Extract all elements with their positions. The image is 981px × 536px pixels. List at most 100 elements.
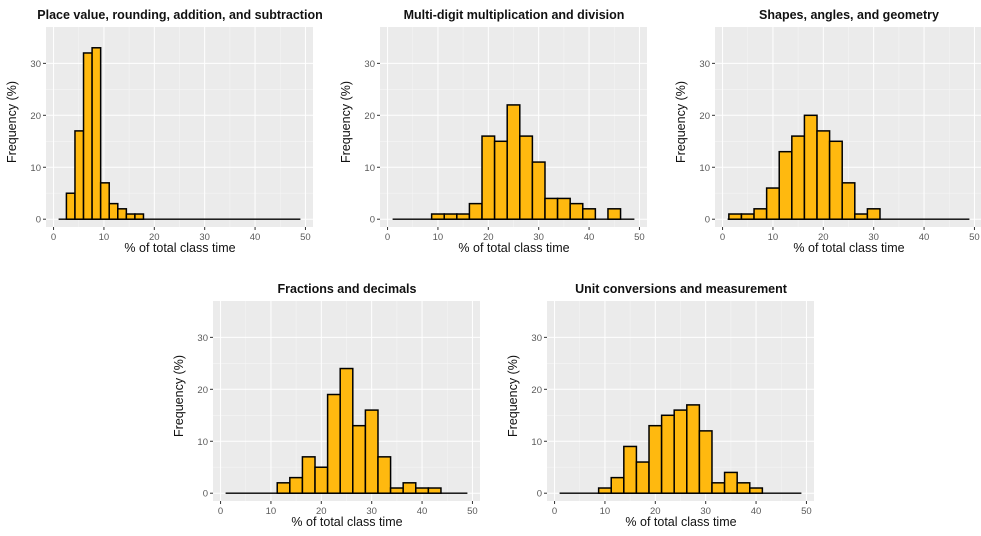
panel-title: Shapes, angles, and geometry (759, 8, 939, 22)
panel-place-value: Place value, rounding, addition, and sub… (0, 0, 323, 262)
histogram-bar (698, 430, 713, 494)
histogram-bar (339, 367, 354, 494)
histogram-bar (352, 424, 367, 494)
panel-title: Fractions and decimals (278, 282, 417, 296)
y-tick-label: 0 (203, 489, 208, 500)
panel-multiplication-division: Multi-digit multiplication and division … (334, 0, 654, 262)
x-tick-label: 20 (149, 232, 160, 243)
histogram-bar (314, 466, 329, 494)
y-tick-label: 20 (197, 385, 208, 396)
y-tick-label: 0 (705, 215, 710, 226)
panel-fractions-decimals: Fractions and decimals Frequency (%) % o… (167, 274, 487, 536)
histogram-bar (430, 213, 445, 220)
x-tick-label: 10 (99, 232, 110, 243)
histogram-bar (803, 114, 818, 220)
panel-title: Place value, rounding, addition, and sub… (37, 8, 322, 22)
histogram-bar (597, 487, 612, 494)
y-tick-label: 20 (30, 111, 41, 122)
histogram-bar (506, 104, 521, 220)
histogram-geometry: Shapes, angles, and geometry Frequency (… (674, 8, 981, 255)
x-tick-label: 20 (650, 506, 661, 517)
panel-unit-conversions: Unit conversions and measurement Frequen… (501, 274, 821, 536)
histogram-fractions-decimals: Fractions and decimals Frequency (%) % o… (172, 282, 480, 529)
histogram-bar (778, 150, 793, 220)
x-axis-label: % of total class time (625, 515, 736, 529)
histogram-bar (623, 445, 638, 494)
x-tick-label: 50 (969, 232, 980, 243)
histogram-bar (740, 213, 755, 220)
histogram-bar (377, 456, 392, 494)
histogram-bar (82, 52, 93, 220)
x-tick-label: 10 (266, 506, 277, 517)
histogram-bar (749, 487, 764, 494)
x-tick-label: 40 (250, 232, 261, 243)
histogram-bar (468, 202, 483, 220)
x-tick-label: 0 (720, 232, 725, 243)
histogram-bar (481, 135, 496, 220)
x-tick-label: 40 (417, 506, 428, 517)
histogram-bar (828, 140, 843, 220)
histogram-bar (531, 161, 546, 220)
histogram-bar (610, 476, 625, 494)
y-tick-label: 30 (30, 59, 41, 70)
y-tick-label: 30 (364, 59, 375, 70)
x-tick-label: 30 (366, 506, 377, 517)
y-axis-label: Frequency (%) (5, 81, 19, 163)
histogram-bar (134, 213, 145, 220)
y-tick-label: 0 (370, 215, 375, 226)
y-tick-label: 0 (36, 215, 41, 226)
histogram-bar (544, 197, 559, 220)
x-tick-label: 40 (919, 232, 930, 243)
histogram-bar (402, 482, 417, 494)
histogram-bar (289, 476, 304, 494)
histogram-bar (301, 456, 316, 494)
x-tick-label: 0 (218, 506, 223, 517)
y-axis-label: Frequency (%) (172, 355, 186, 437)
histogram-bar (673, 409, 688, 494)
histogram-bar (125, 213, 136, 220)
histogram-bar (728, 213, 743, 220)
histogram-bar (660, 414, 675, 494)
x-tick-label: 20 (818, 232, 829, 243)
y-axis-label: Frequency (%) (674, 81, 688, 163)
histogram-bar (276, 482, 291, 494)
x-tick-label: 50 (634, 232, 645, 243)
y-tick-label: 30 (531, 333, 542, 344)
histogram-bar (711, 482, 726, 494)
y-tick-label: 20 (364, 111, 375, 122)
x-axis-label: % of total class time (793, 241, 904, 255)
histogram-bar (389, 487, 404, 494)
x-tick-label: 30 (199, 232, 210, 243)
x-tick-label: 50 (300, 232, 311, 243)
x-tick-label: 40 (751, 506, 762, 517)
histogram-bar (99, 182, 110, 220)
histogram-bar (117, 208, 128, 220)
y-tick-label: 0 (537, 489, 542, 500)
histogram-bar (65, 192, 76, 220)
histogram-bar (443, 213, 458, 220)
histogram-unit-conversions: Unit conversions and measurement Frequen… (506, 282, 814, 529)
x-tick-label: 10 (433, 232, 444, 243)
y-tick-label: 30 (699, 59, 710, 70)
x-tick-label: 50 (801, 506, 812, 517)
histogram-bar (415, 487, 430, 494)
y-tick-label: 10 (699, 163, 710, 174)
histogram-bar (108, 202, 119, 220)
y-tick-label: 10 (30, 163, 41, 174)
histogram-bar (791, 135, 806, 220)
panel-title: Multi-digit multiplication and division (404, 8, 625, 22)
x-tick-label: 40 (584, 232, 595, 243)
histogram-bar (493, 140, 508, 220)
x-tick-label: 0 (385, 232, 390, 243)
y-axis-label: Frequency (%) (506, 355, 520, 437)
x-tick-label: 20 (483, 232, 494, 243)
histogram-bar (816, 130, 831, 220)
y-tick-label: 10 (197, 437, 208, 448)
histogram-bar (607, 208, 622, 220)
panel-title: Unit conversions and measurement (575, 282, 788, 296)
histogram-bar (569, 202, 584, 220)
x-tick-label: 30 (868, 232, 879, 243)
histogram-bar (635, 461, 650, 494)
histogram-bar (648, 424, 663, 494)
